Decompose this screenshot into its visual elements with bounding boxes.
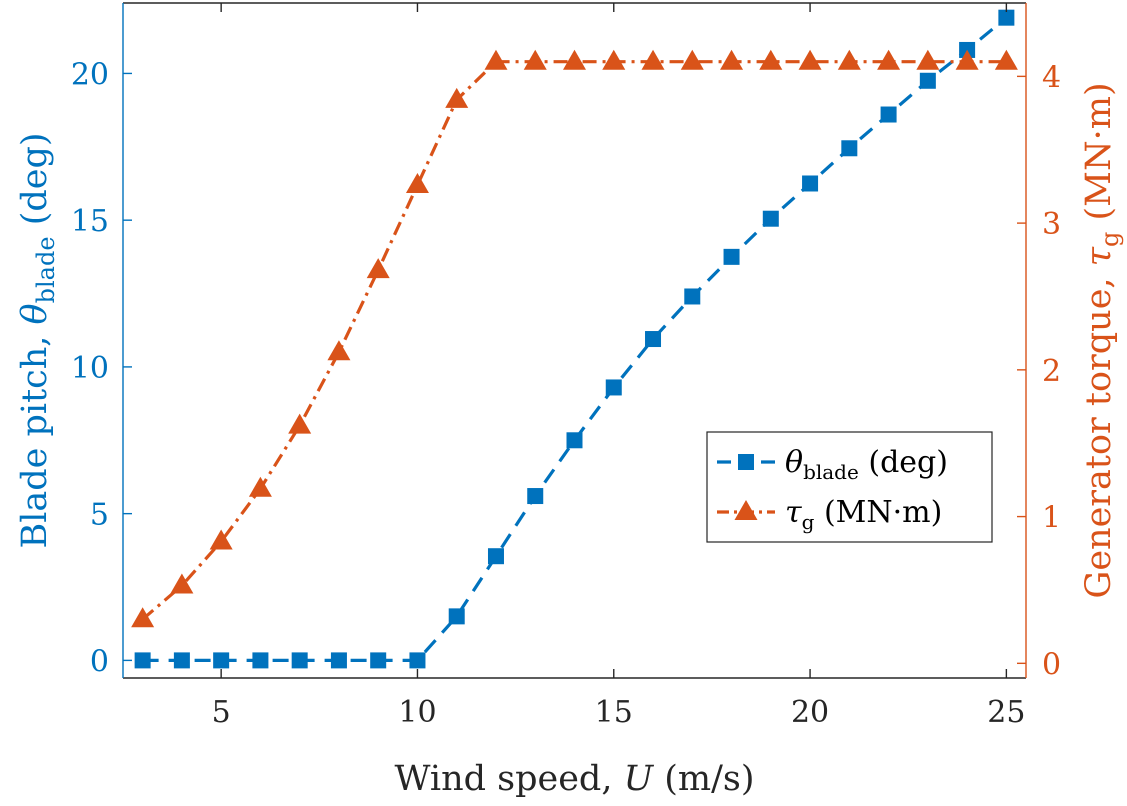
generator-torque-marker-13 — [523, 49, 547, 70]
blade-pitch-marker-14 — [566, 432, 583, 449]
y-left-tick-label-5: 5 — [90, 498, 109, 533]
plot-background — [123, 3, 1026, 678]
blade-pitch-marker-9 — [370, 652, 387, 669]
labels-layer: 5 10 15 20 25 0 5 10 15 20 0 1 2 3 4 Wind speed, U (m/s… — [15, 57, 1124, 799]
generator-torque-marker-21 — [837, 49, 861, 70]
generator-torque-marker-5 — [209, 529, 233, 550]
generator-torque-marker-6 — [248, 476, 272, 497]
legend-label-2: τg (MN·m) — [785, 495, 942, 534]
y-right-tick-label-1: 1 — [1042, 501, 1061, 536]
legend-marker-1 — [738, 454, 754, 470]
y-right-tick-label-4: 4 — [1042, 60, 1061, 95]
generator-torque-marker-7 — [288, 413, 312, 434]
blade-pitch-marker-15 — [605, 379, 622, 396]
blade-pitch-marker-19 — [762, 210, 779, 227]
blade-pitch-marker-23 — [919, 72, 936, 89]
y-right-axis-title: Generator torque, τg (MN·m) — [1079, 82, 1124, 598]
y-left-tick-label-20: 20 — [71, 57, 109, 92]
blade-pitch-marker-4 — [173, 652, 190, 669]
y-left-tick-label-10: 10 — [71, 351, 109, 386]
generator-torque-marker-17 — [680, 49, 704, 70]
blade-pitch-marker-10 — [409, 652, 426, 669]
blade-pitch-series-line — [142, 16, 1008, 663]
generator-torque-marker-18 — [720, 49, 744, 70]
x-tick-label-25: 25 — [987, 695, 1025, 730]
blade-pitch-marker-22 — [880, 106, 897, 123]
blade-pitch-marker-13 — [527, 488, 544, 505]
axes-layer — [122, 2, 1027, 679]
legend-label-1: θblade (deg) — [785, 445, 948, 484]
blade-pitch-marker-18 — [723, 248, 740, 265]
generator-torque-marker-22 — [877, 49, 901, 70]
blade-pitch-marker-5 — [213, 652, 230, 669]
blade-pitch-marker-7 — [291, 652, 308, 669]
blade-pitch-marker-12 — [487, 548, 504, 565]
plot-area — [123, 3, 1026, 678]
generator-torque-marker-12 — [484, 49, 508, 70]
generator-torque-marker-23 — [916, 49, 940, 70]
blade-pitch-marker-11 — [448, 608, 465, 625]
blade-pitch-marker-6 — [252, 652, 269, 669]
blade-pitch-marker-20 — [802, 175, 819, 192]
x-axis-title: Wind speed, U (m/s) — [395, 759, 755, 799]
blade-pitch-marker-25 — [998, 9, 1015, 26]
legend: θblade (deg) τg (MN·m) — [706, 431, 993, 543]
generator-torque-marker-14 — [563, 49, 586, 70]
generator-torque-marker-10 — [405, 172, 429, 193]
generator-torque-marker-16 — [641, 49, 665, 70]
y-right-tick-label-2: 2 — [1042, 354, 1061, 389]
generator-torque-marker-4 — [170, 573, 194, 594]
blade-pitch-marker-3 — [134, 652, 151, 669]
blade-pitch-marker-21 — [841, 140, 858, 157]
series-layer — [131, 9, 1018, 669]
y-right-tick-label-3: 3 — [1042, 207, 1061, 242]
generator-torque-marker-11 — [445, 87, 469, 108]
generator-torque-marker-8 — [327, 340, 351, 361]
blade-pitch-marker-17 — [684, 288, 701, 305]
y-right-tick-label-0: 0 — [1042, 647, 1061, 682]
generator-torque-marker-15 — [602, 49, 626, 70]
legend-box — [706, 431, 993, 543]
y-left-tick-label-15: 15 — [71, 204, 109, 239]
x-tick-label-15: 15 — [595, 695, 633, 730]
x-tick-label-10: 10 — [398, 695, 436, 730]
blade-pitch-marker-8 — [330, 652, 347, 669]
generator-torque-marker-25 — [994, 49, 1018, 70]
x-tick-label-20: 20 — [791, 695, 829, 730]
generator-torque-marker-3 — [131, 607, 155, 628]
legend-marker-2 — [734, 500, 758, 520]
generator-torque-marker-24 — [955, 49, 979, 70]
y-left-tick-label-0: 0 — [90, 644, 109, 679]
generator-torque-marker-9 — [366, 258, 390, 279]
x-tick-label-5: 5 — [212, 695, 231, 730]
generator-torque-marker-19 — [759, 49, 783, 70]
y-left-axis-title: Blade pitch, θblade (deg) — [15, 132, 60, 548]
generator-torque-marker-20 — [798, 49, 822, 70]
blade-pitch-marker-16 — [645, 331, 662, 348]
